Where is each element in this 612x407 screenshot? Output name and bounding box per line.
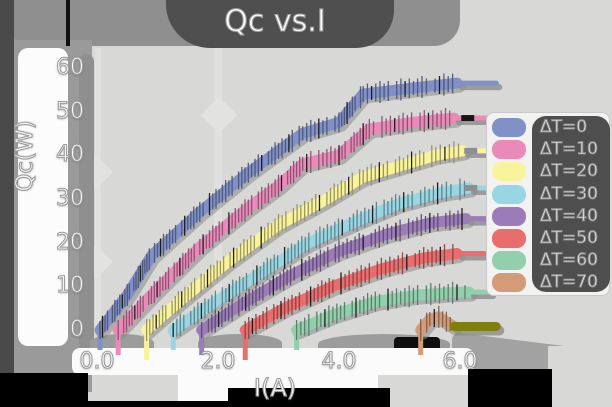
xlabel-band [72,348,474,375]
legend-swatch [492,229,526,248]
axis-mound [198,334,282,352]
title-shadow-blob [166,0,394,48]
legend-item: ΔT=20 [492,161,608,183]
y-tick-label: 60 [55,54,84,80]
y-tick-label: 10 [55,272,84,298]
legend-swatch [492,118,526,137]
legend-item: ΔT=10 [492,139,608,161]
legend-swatch [492,207,526,226]
y-tick-label: 50 [55,98,84,124]
legend-label: ΔT=20 [540,161,599,182]
bg-left-edge-dark [0,0,14,394]
legend-label: ΔT=60 [540,250,599,271]
x-tick-label: 6.0 [442,348,478,374]
axis-mound [90,334,154,352]
chart-title: Qc vs.I [224,3,327,39]
legend-label: ΔT=50 [540,228,599,249]
y-tick-label: 20 [55,229,84,255]
legend-item: ΔT=50 [492,228,608,250]
ylabel-band [18,48,68,346]
bottom-right-corner [548,346,612,407]
legend-shadow-blob [532,116,610,292]
x-tick-label: 2.0 [200,348,236,374]
black-bar-bottom-left [0,373,88,407]
black-bar-bottom-mid [228,388,390,407]
bg-top-tick-mark [66,0,70,46]
legend-item: ΔT=40 [492,206,608,228]
legend-item: ΔT=70 [492,272,608,294]
legend-label: ΔT=40 [540,206,599,227]
legend-swatch [492,185,526,204]
legend-swatch [492,162,526,181]
legend-item: ΔT=30 [492,184,608,206]
legend-label: ΔT=30 [540,184,599,205]
x-tick-label: 0.0 [79,348,115,374]
legend-label: ΔT=0 [539,117,588,138]
legend-swatch [492,273,526,292]
legend-swatch [492,140,526,159]
legend-item: ΔT=0 [492,117,608,139]
y-tick-label: 40 [55,141,84,167]
legend-label: ΔT=10 [540,139,599,160]
grid-stripe [214,48,222,332]
black-strip-bottom [88,401,230,407]
x-axis-label: I(A) [253,373,297,402]
legend-swatch [492,251,526,270]
y-tick-label: 30 [55,185,84,211]
yaxis-shadow-strip [79,54,94,350]
legend-item: ΔT=60 [492,250,608,272]
y-tick-label: 0 [69,316,84,342]
legend-label: ΔT=70 [540,272,599,293]
x-tick-label: 4.0 [321,348,357,374]
y-axis-label: Qc(W) [11,120,38,193]
black-bar-bottom-right [468,369,552,407]
grid-stripe [95,48,101,332]
